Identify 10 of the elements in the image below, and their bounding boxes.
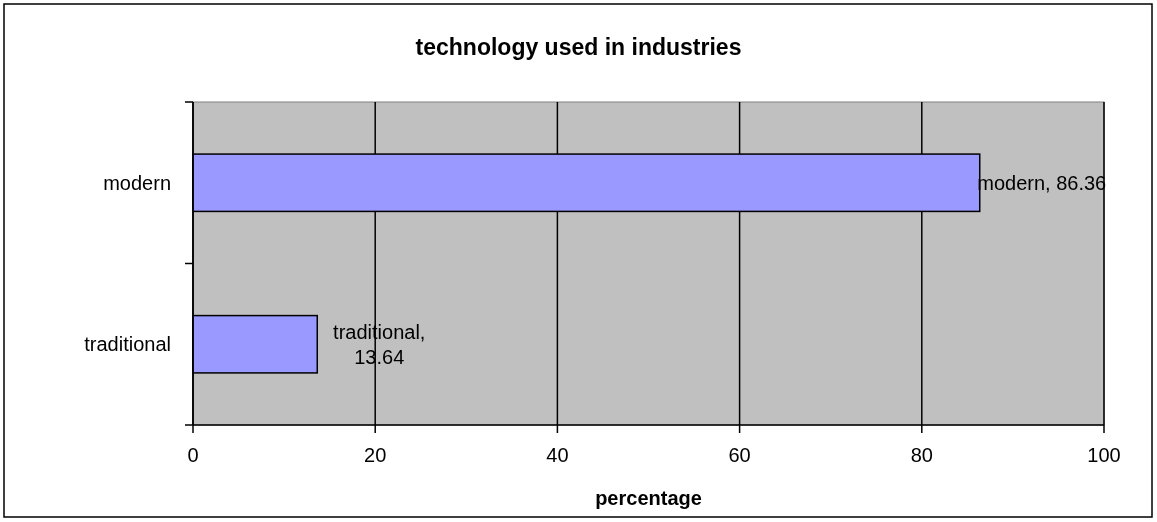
x-tick-label: 20 <box>364 444 387 466</box>
x-tick-label: 0 <box>187 444 199 466</box>
x-axis-title: percentage <box>595 487 702 509</box>
x-tick-label: 60 <box>728 444 751 466</box>
x-tick-label: 100 <box>1087 444 1121 466</box>
y-tick-label: modern <box>103 171 171 194</box>
x-tick-label: 40 <box>546 444 569 466</box>
chart-title: technology used in industries <box>415 34 742 60</box>
y-tick-label: traditional <box>84 333 171 356</box>
x-tick-label: 80 <box>910 444 933 466</box>
